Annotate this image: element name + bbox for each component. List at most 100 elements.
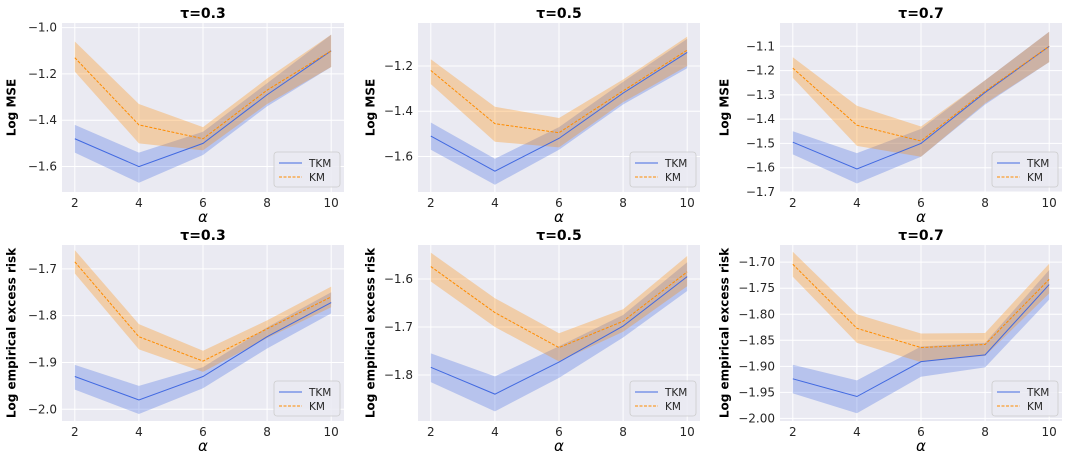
km-confidence-band (792, 251, 1050, 363)
x-tick-label: 2 (71, 196, 79, 210)
y-tick-label: −1.2 (28, 67, 57, 81)
subplot-2: 2 4 6 8 10 −1.6 −1.4 −1.2 τ=0.5 α Log MSE TKM KM (364, 6, 700, 226)
x-tick-label: 10 (680, 196, 695, 210)
y-tick-label: −1.6 (28, 160, 57, 174)
y-tick-label: −1.0 (28, 21, 57, 35)
legend-label-tkm: TKM (308, 158, 331, 170)
y-axis-label: Log MSE (364, 79, 378, 136)
subplot-title: τ=0.3 (180, 6, 225, 22)
legend: TKM KM (629, 380, 697, 417)
km-line (792, 45, 1050, 142)
x-tick-label: 8 (981, 196, 989, 210)
x-tick-label: 10 (324, 196, 339, 210)
y-axis-label: Log empirical excess risk (5, 247, 19, 418)
y-tick-label: −1.75 (738, 281, 775, 295)
x-tick-label: 10 (1042, 425, 1057, 439)
y-tick-label: −1.80 (738, 307, 775, 321)
legend-label-tkm: TKM (664, 158, 687, 170)
km-confidence-band (430, 252, 688, 362)
y-tick-label: −1.5 (746, 136, 775, 150)
tkm-confidence-band (792, 31, 1050, 184)
y-tick-label: −1.70 (738, 255, 775, 269)
y-axis-label: Log empirical excess risk (364, 247, 378, 418)
legend-label-km: KM (1027, 401, 1043, 413)
subplot-title: τ=0.5 (536, 6, 581, 22)
legend: TKM KM (273, 151, 341, 188)
x-axis-label: α (198, 208, 208, 226)
tkm-confidence-band (792, 269, 1050, 414)
y-axis-label: Log empirical excess risk (718, 247, 732, 418)
x-tick-label: 6 (917, 425, 925, 439)
x-tick-label: 8 (263, 425, 271, 439)
legend-label-tkm: TKM (664, 387, 687, 399)
y-tick-label: −1.6 (384, 272, 413, 286)
x-tick-label: 4 (491, 425, 499, 439)
x-tick-label: 8 (981, 425, 989, 439)
y-tick-label: −2.00 (738, 411, 775, 425)
y-tick-label: −1.1 (746, 39, 775, 53)
y-tick-label: −1.3 (746, 88, 775, 102)
subplot-title: τ=0.7 (898, 6, 943, 22)
x-tick-label: 6 (199, 425, 207, 439)
legend-label-tkm: TKM (1026, 387, 1049, 399)
x-axis-label: α (554, 437, 564, 455)
y-tick-label: −1.2 (384, 59, 413, 73)
x-tick-label: 10 (324, 425, 339, 439)
y-tick-label: −1.6 (746, 161, 775, 175)
legend-box (273, 151, 341, 188)
subplot-5: 2 4 6 8 10 −1.8 −1.7 −1.6 τ=0.5 α Log empirical ex… (364, 228, 700, 455)
km-line (430, 49, 688, 134)
x-tick-label: 8 (263, 196, 271, 210)
x-tick-label: 4 (491, 196, 499, 210)
legend: TKM KM (629, 151, 697, 188)
y-tick-label: −1.4 (746, 112, 775, 126)
y-tick-label: −1.7 (746, 185, 775, 199)
x-axis-label: α (198, 437, 208, 455)
legend-label-km: KM (309, 401, 325, 413)
y-tick-label: −1.4 (28, 113, 57, 127)
x-tick-label: 8 (619, 425, 627, 439)
km-line (430, 266, 688, 349)
legend-box (629, 151, 697, 188)
y-tick-label: −2.0 (28, 402, 57, 416)
x-axis-label: α (554, 208, 564, 226)
legend-label-km: KM (309, 172, 325, 184)
legend-box (991, 151, 1059, 188)
subplot-4: 2 4 6 8 10 −2.0 −1.9 −1.8 −1.7 τ=0.3 α Log empirica… (5, 228, 344, 455)
y-tick-label: −1.8 (28, 309, 57, 323)
km-confidence-band (74, 250, 332, 372)
subplot-title: τ=0.7 (898, 228, 943, 244)
y-axis-label: Log MSE (718, 79, 732, 136)
legend-box (991, 380, 1059, 417)
legend-label-km: KM (1027, 172, 1043, 184)
x-axis-label: α (916, 437, 926, 455)
y-tick-label: −1.8 (384, 368, 413, 382)
km-confidence-band (74, 34, 332, 151)
y-tick-label: −1.95 (738, 385, 775, 399)
y-tick-label: −1.4 (384, 104, 413, 118)
legend-label-tkm: TKM (1026, 158, 1049, 170)
y-tick-label: −1.6 (384, 149, 413, 163)
subplot-1: 2 4 6 8 10 −1.6 −1.4 −1.2 −1.0 τ=0.3 α Log MSE TKM KM (5, 6, 344, 226)
y-tick-label: −1.7 (384, 320, 413, 334)
x-tick-label: 4 (853, 196, 861, 210)
x-tick-label: 6 (555, 196, 563, 210)
legend-label-tkm: TKM (308, 387, 331, 399)
x-tick-label: 4 (853, 425, 861, 439)
y-axis-label: Log MSE (5, 79, 19, 136)
x-tick-label: 2 (427, 196, 435, 210)
subplot-title: τ=0.5 (536, 228, 581, 244)
x-tick-label: 2 (789, 425, 797, 439)
tkm-confidence-band (74, 34, 332, 183)
y-tick-label: −1.7 (28, 262, 57, 276)
x-tick-label: 4 (135, 425, 143, 439)
y-tick-label: −1.2 (746, 64, 775, 78)
legend: TKM KM (991, 151, 1059, 188)
y-tick-label: −1.90 (738, 359, 775, 373)
x-tick-label: 2 (789, 196, 797, 210)
legend: TKM KM (991, 380, 1059, 417)
subplot-3: 2 4 6 8 10 −1.7 −1.6 −1.5 −1.4 −1.3 −1.2 −1.1 τ=0.7 α… (718, 6, 1062, 226)
x-tick-label: 8 (619, 196, 627, 210)
y-tick-label: −1.9 (28, 355, 57, 369)
